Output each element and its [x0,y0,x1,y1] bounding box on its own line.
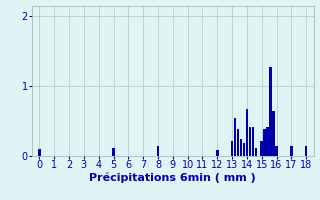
Bar [269,67,272,156]
Bar [216,150,219,156]
Bar [157,146,159,156]
Bar [234,118,236,156]
Bar [305,146,308,156]
Bar [243,143,245,156]
Bar [275,146,278,156]
Bar [112,148,115,156]
Bar [266,127,269,156]
Bar [246,109,248,156]
Bar [38,149,41,156]
Bar [252,127,254,156]
Bar [254,148,257,156]
X-axis label: Précipitations 6min ( mm ): Précipitations 6min ( mm ) [89,173,256,183]
Bar [240,139,242,156]
Bar [290,146,292,156]
Bar [249,127,251,156]
Bar [231,141,233,156]
Bar [237,129,239,156]
Bar [260,141,263,156]
Bar [272,111,275,156]
Bar [263,129,266,156]
